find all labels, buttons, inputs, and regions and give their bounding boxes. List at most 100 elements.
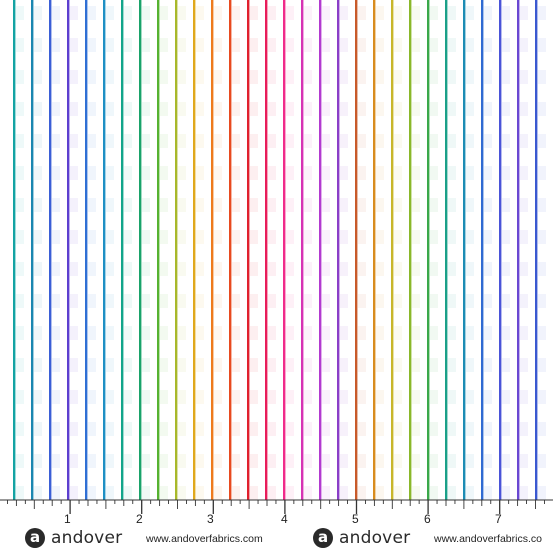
check-block bbox=[394, 262, 402, 276]
check-block bbox=[538, 422, 546, 436]
ruler-ticks bbox=[6, 500, 545, 514]
check-block bbox=[160, 38, 168, 52]
check-block bbox=[304, 262, 312, 276]
check-block bbox=[124, 358, 132, 372]
stripe-line bbox=[517, 0, 520, 500]
check-block bbox=[232, 454, 240, 468]
check-block bbox=[304, 198, 312, 212]
check-block bbox=[178, 134, 186, 148]
ruler-number-2: 2 bbox=[136, 512, 143, 526]
check-block bbox=[322, 230, 330, 244]
check-block bbox=[484, 38, 492, 52]
check-block bbox=[160, 486, 168, 500]
check-block bbox=[484, 422, 492, 436]
stripe-line bbox=[391, 0, 394, 500]
check-block bbox=[466, 70, 474, 84]
stripe-line bbox=[157, 0, 160, 500]
check-block bbox=[304, 390, 312, 404]
ruler-number-4: 4 bbox=[281, 512, 288, 526]
ruler-number-7: 7 bbox=[495, 512, 502, 526]
check-block bbox=[448, 486, 456, 500]
check-block bbox=[376, 70, 384, 84]
check-block bbox=[178, 454, 186, 468]
check-block bbox=[430, 102, 438, 116]
check-block bbox=[448, 198, 456, 212]
stripe-group bbox=[13, 0, 538, 500]
check-block bbox=[250, 6, 258, 20]
check-block bbox=[412, 134, 420, 148]
check-block bbox=[142, 454, 150, 468]
check-block bbox=[502, 422, 510, 436]
check-block bbox=[250, 262, 258, 276]
check-block bbox=[16, 486, 24, 500]
check-block bbox=[484, 70, 492, 84]
check-block bbox=[394, 358, 402, 372]
check-block bbox=[88, 390, 96, 404]
check-block bbox=[430, 6, 438, 20]
check-block bbox=[88, 38, 96, 52]
check-block bbox=[142, 230, 150, 244]
check-block bbox=[70, 102, 78, 116]
check-block bbox=[16, 102, 24, 116]
check-block bbox=[52, 422, 60, 436]
check-block bbox=[232, 70, 240, 84]
check-block bbox=[466, 454, 474, 468]
check-block bbox=[250, 102, 258, 116]
fabric-background bbox=[0, 0, 553, 500]
check-block bbox=[448, 134, 456, 148]
check-block bbox=[196, 102, 204, 116]
check-block bbox=[538, 166, 546, 180]
stripe-line bbox=[211, 0, 214, 500]
check-block bbox=[214, 294, 222, 308]
check-block bbox=[538, 6, 546, 20]
check-block bbox=[178, 198, 186, 212]
check-block bbox=[448, 38, 456, 52]
check-block bbox=[34, 230, 42, 244]
check-block bbox=[538, 230, 546, 244]
check-block bbox=[304, 486, 312, 500]
check-block bbox=[466, 358, 474, 372]
stripe-line bbox=[355, 0, 358, 500]
check-block bbox=[70, 358, 78, 372]
check-block bbox=[394, 326, 402, 340]
check-block bbox=[394, 198, 402, 212]
check-block bbox=[322, 6, 330, 20]
check-block bbox=[502, 70, 510, 84]
check-block bbox=[502, 198, 510, 212]
check-block bbox=[448, 454, 456, 468]
check-block bbox=[322, 454, 330, 468]
check-block bbox=[34, 422, 42, 436]
check-block bbox=[268, 390, 276, 404]
check-block bbox=[214, 70, 222, 84]
check-block bbox=[466, 486, 474, 500]
check-block bbox=[286, 166, 294, 180]
check-block bbox=[340, 294, 348, 308]
check-block bbox=[88, 454, 96, 468]
check-block bbox=[484, 230, 492, 244]
check-block bbox=[484, 486, 492, 500]
check-block bbox=[52, 454, 60, 468]
check-block bbox=[376, 486, 384, 500]
check-block bbox=[412, 38, 420, 52]
check-block bbox=[88, 230, 96, 244]
check-block bbox=[232, 6, 240, 20]
check-block bbox=[88, 486, 96, 500]
check-block bbox=[340, 102, 348, 116]
check-block bbox=[34, 486, 42, 500]
check-block bbox=[16, 198, 24, 212]
check-block bbox=[106, 134, 114, 148]
check-block bbox=[196, 262, 204, 276]
check-block bbox=[196, 134, 204, 148]
check-block bbox=[52, 6, 60, 20]
check-block bbox=[340, 166, 348, 180]
check-block bbox=[214, 358, 222, 372]
check-block bbox=[538, 70, 546, 84]
check-block bbox=[286, 262, 294, 276]
check-block bbox=[502, 326, 510, 340]
check-block bbox=[160, 134, 168, 148]
check-block bbox=[160, 198, 168, 212]
check-block bbox=[160, 294, 168, 308]
check-block bbox=[142, 166, 150, 180]
check-block bbox=[142, 422, 150, 436]
check-block bbox=[520, 454, 528, 468]
